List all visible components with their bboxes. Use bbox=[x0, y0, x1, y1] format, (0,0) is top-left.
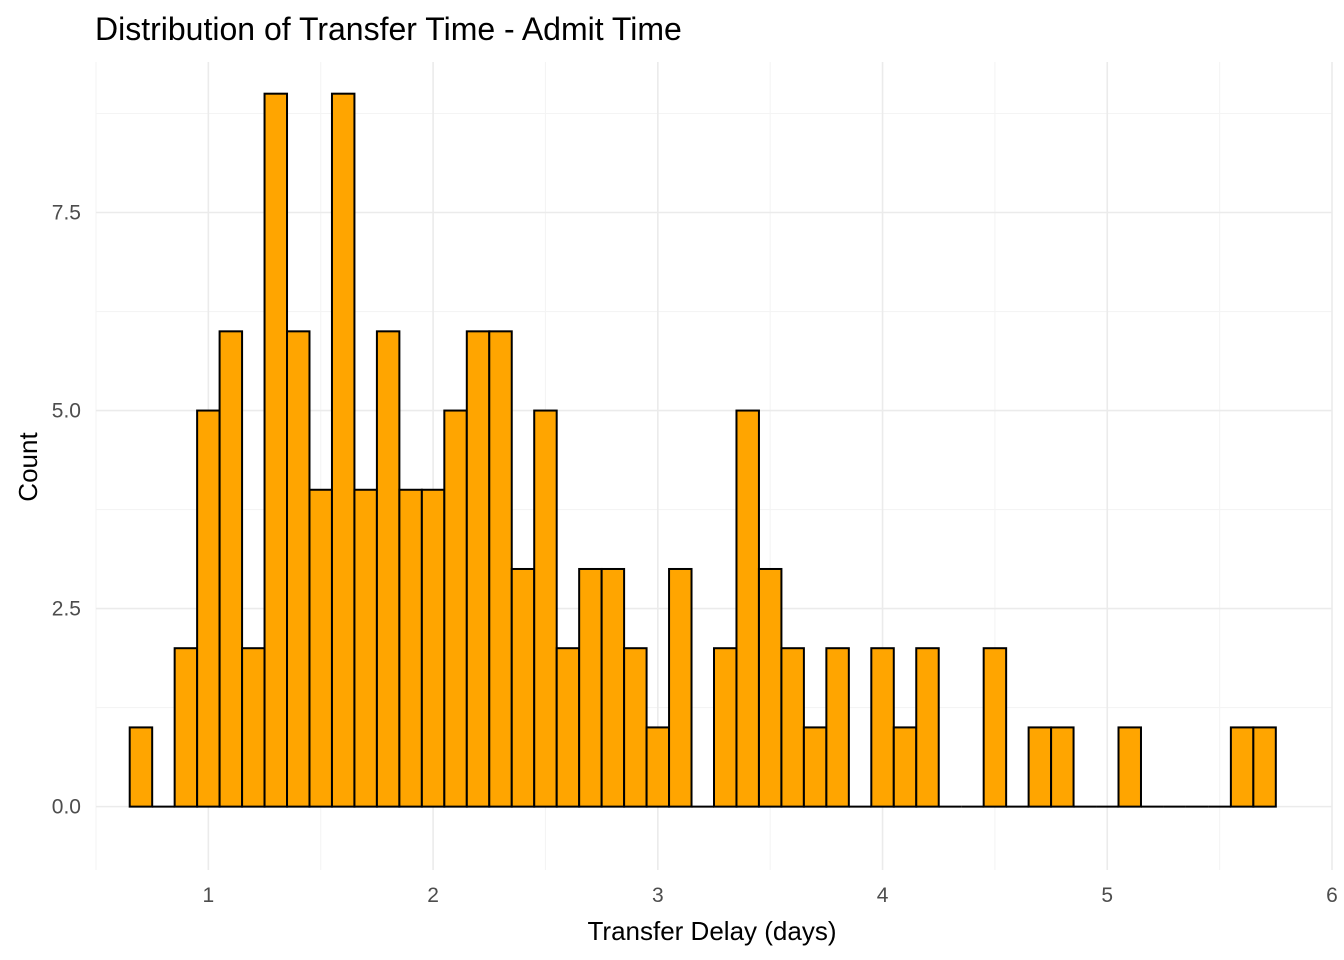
y-tick-label: 0.0 bbox=[52, 796, 81, 819]
histogram-bar bbox=[510, 567, 536, 808]
histogram-bar bbox=[488, 330, 513, 808]
x-tick-label: 3 bbox=[652, 884, 664, 907]
histogram-bar bbox=[623, 647, 648, 808]
histogram-bar bbox=[308, 488, 333, 808]
histogram-bar bbox=[533, 409, 558, 808]
histogram-bar bbox=[241, 647, 266, 808]
histogram-bar bbox=[196, 409, 221, 808]
histogram-bar bbox=[1027, 726, 1053, 808]
x-tick-label: 4 bbox=[877, 884, 889, 907]
histogram-bar bbox=[420, 488, 446, 808]
histogram-bar bbox=[263, 92, 289, 808]
chart-title: Distribution of Transfer Time - Admit Ti… bbox=[95, 11, 682, 47]
x-tick-label: 2 bbox=[427, 884, 439, 907]
x-tick-label: 1 bbox=[203, 884, 215, 907]
histogram-bar bbox=[780, 647, 805, 808]
bars bbox=[128, 92, 1277, 808]
y-tick-label: 2.5 bbox=[52, 598, 81, 621]
histogram-bar bbox=[218, 330, 244, 808]
x-tick-label: 5 bbox=[1101, 884, 1113, 907]
histogram-bar bbox=[353, 488, 378, 808]
histogram-bar bbox=[645, 726, 671, 808]
histogram-bar bbox=[1117, 726, 1142, 808]
histogram-bar bbox=[465, 330, 491, 808]
histogram-bar bbox=[757, 567, 783, 808]
x-axis-title: Transfer Delay (days) bbox=[588, 916, 837, 946]
histogram-bar bbox=[173, 647, 199, 808]
y-axis-ticks: 0.0 2.5 5.0 7.5 bbox=[52, 202, 81, 819]
histogram-bar bbox=[982, 647, 1008, 808]
y-tick-label: 5.0 bbox=[52, 400, 81, 423]
histogram-bar bbox=[286, 330, 311, 808]
histogram-bar bbox=[375, 330, 401, 808]
histogram-bar bbox=[915, 647, 940, 808]
histogram-bar bbox=[600, 567, 626, 808]
histogram-bar bbox=[578, 567, 603, 808]
histogram-bar bbox=[1252, 726, 1277, 808]
histogram-bar bbox=[713, 647, 738, 808]
histogram-bar bbox=[735, 409, 760, 808]
histogram-bar bbox=[398, 488, 423, 808]
histogram-bar bbox=[668, 567, 693, 808]
histogram-bar bbox=[128, 726, 154, 808]
x-axis-ticks: 1 2 3 4 5 6 bbox=[203, 884, 1338, 907]
histogram-bar bbox=[1050, 726, 1075, 808]
histogram-bar bbox=[802, 726, 828, 808]
x-tick-label: 6 bbox=[1326, 884, 1338, 907]
histogram-bar bbox=[870, 647, 895, 808]
y-axis-title: Count bbox=[13, 432, 43, 502]
histogram-bar bbox=[330, 92, 356, 808]
histogram-bar bbox=[825, 647, 850, 808]
histogram-bar bbox=[1229, 726, 1255, 808]
histogram-bar bbox=[555, 647, 581, 808]
y-tick-label: 7.5 bbox=[52, 202, 81, 225]
histogram-bar bbox=[892, 726, 918, 808]
histogram-bar bbox=[443, 409, 468, 808]
